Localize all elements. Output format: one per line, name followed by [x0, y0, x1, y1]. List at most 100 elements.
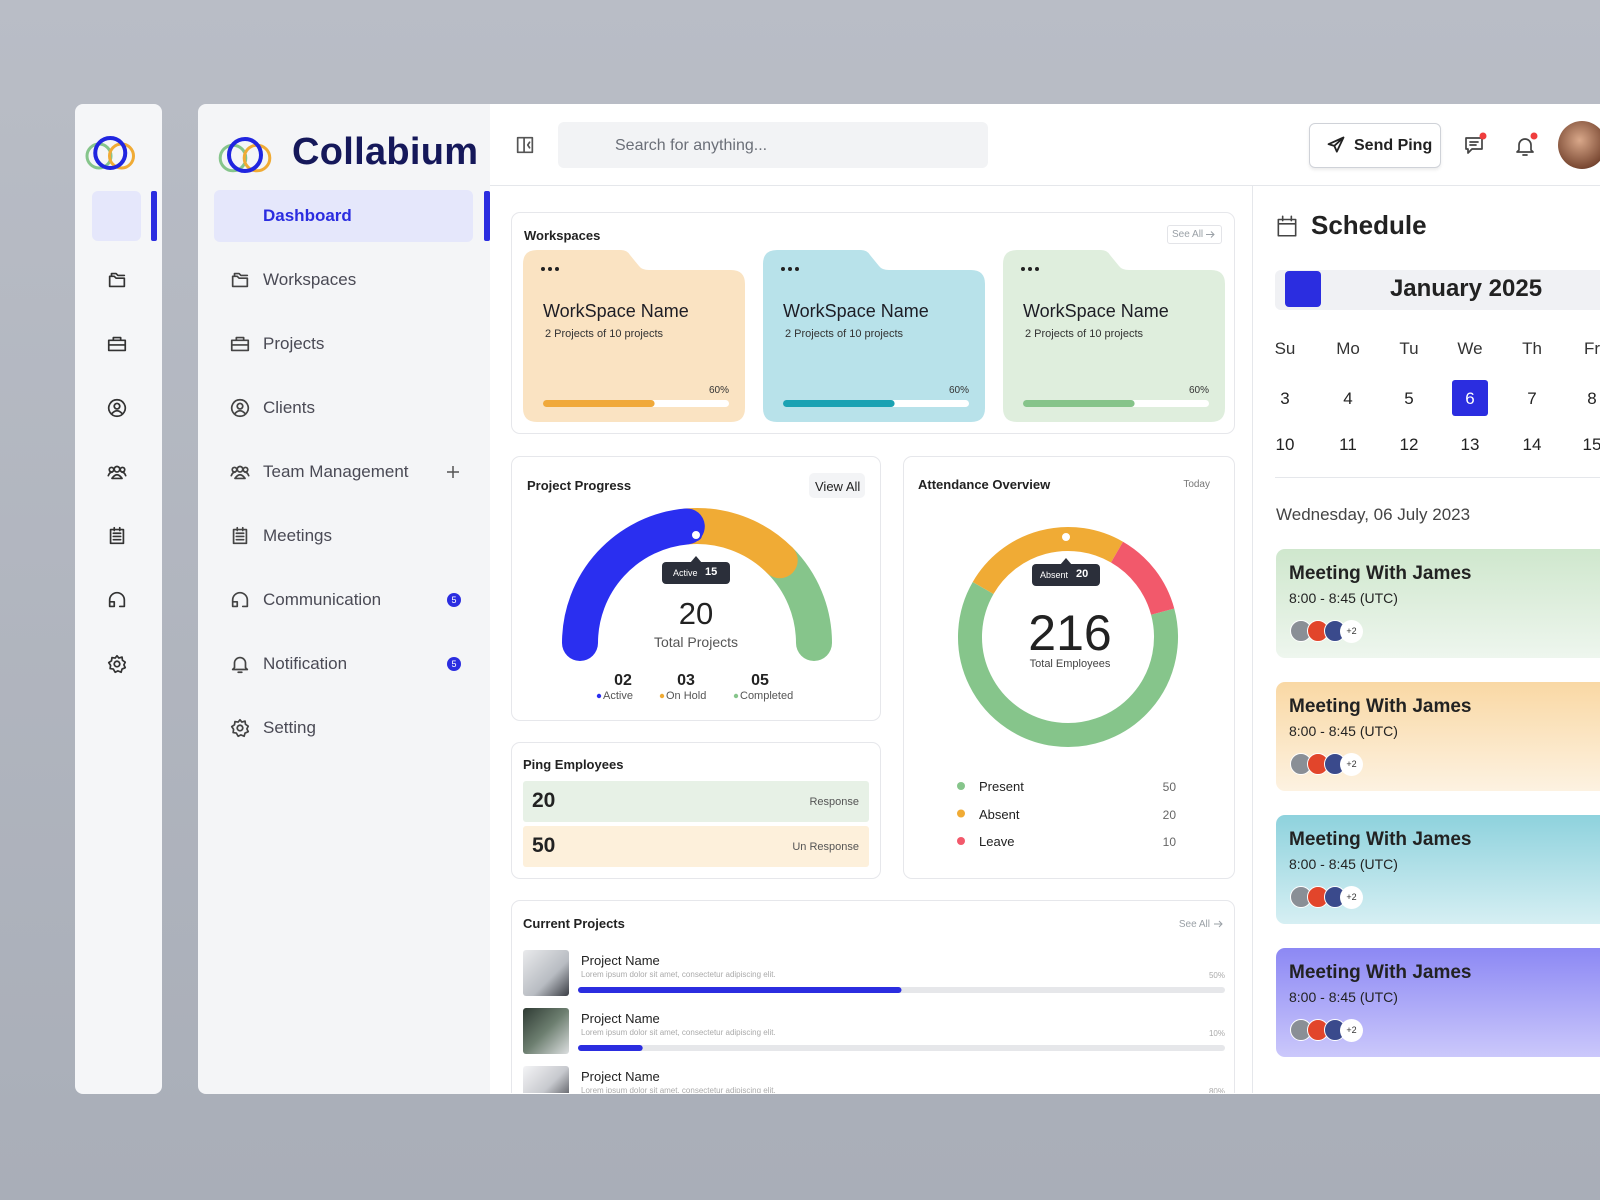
weekday: Th — [1522, 339, 1542, 358]
logo-ring — [227, 137, 263, 173]
progress-bar — [578, 1103, 1096, 1109]
icon — [107, 398, 127, 418]
section-title: Project Progress — [527, 478, 632, 493]
project-name: Project Name — [581, 1011, 660, 1026]
weekday: Su — [1274, 339, 1296, 358]
day[interactable]: 6 — [1465, 389, 1475, 408]
icon — [516, 136, 534, 154]
nav-item[interactable]: Dashboard — [214, 190, 473, 242]
user-avatar[interactable] — [1558, 121, 1600, 169]
nav-item[interactable]: Projects — [214, 318, 473, 370]
search-box[interactable] — [558, 122, 988, 168]
section-title: Workspaces — [524, 228, 601, 243]
day[interactable]: 3 — [1280, 389, 1290, 408]
day[interactable]: 13 — [1460, 435, 1480, 454]
stat-value: 02 — [614, 672, 632, 689]
day[interactable]: 14 — [1522, 435, 1542, 454]
nav-item[interactable]: Clients — [214, 382, 473, 434]
day[interactable]: 4 — [1343, 389, 1353, 408]
workspace-progress-label: 60% — [948, 385, 969, 396]
icon — [107, 336, 127, 352]
total-value: 216 — [1028, 605, 1112, 661]
nav-item[interactable]: Team Management — [214, 446, 473, 498]
nav-item[interactable]: Communication — [214, 574, 473, 626]
project-description: Lorem ipsum dolor sit amet, consectetur … — [581, 1086, 776, 1095]
more-attendees: +2 — [1340, 1019, 1363, 1042]
workspace-name: WorkSpace Name — [783, 301, 929, 321]
legend-value: 50 — [1162, 780, 1176, 794]
date-heading: Wednesday, 06 July 2023 — [1276, 505, 1471, 524]
logo-ring — [108, 142, 135, 170]
day[interactable]: 5 — [1404, 389, 1414, 408]
tooltip-label: Absent — [1040, 570, 1069, 580]
send-ping-button[interactable] — [1309, 123, 1441, 168]
total-label: Total Projects — [653, 634, 739, 650]
meeting-time: 8:00 - 8:45 (UTC) — [1289, 723, 1398, 739]
see-all[interactable]: See All — [1167, 225, 1222, 244]
icon — [1465, 137, 1483, 154]
icon — [1516, 138, 1534, 156]
tooltip-value: 20 — [1076, 568, 1089, 580]
prev-month-button[interactable] — [1285, 271, 1321, 307]
meeting-title: Meeting With James — [1289, 962, 1472, 983]
day[interactable]: 12 — [1399, 435, 1419, 454]
project-thumbnail[interactable] — [523, 1066, 569, 1093]
see-all-label: See All — [1172, 229, 1204, 240]
ping-label: Response — [809, 796, 859, 808]
period: Today — [1183, 479, 1210, 490]
month-bar — [1275, 270, 1600, 310]
nav-item[interactable]: Workspaces — [214, 254, 473, 306]
stat-value: 03 — [677, 672, 695, 689]
unread-dot — [1530, 132, 1538, 140]
view-all-button[interactable]: View All — [809, 473, 865, 498]
rail-active-bg — [92, 191, 141, 241]
tooltip-label: Active — [673, 568, 698, 578]
ping-row[interactable] — [523, 781, 869, 822]
icon — [108, 591, 126, 608]
icon — [107, 465, 127, 480]
tooltip — [1032, 564, 1100, 586]
legend-value: 20 — [1162, 807, 1176, 822]
see-all-label[interactable]: See All — [1178, 919, 1210, 930]
nav-label: Workspaces — [263, 270, 357, 289]
logo-ring — [93, 136, 128, 170]
nav-item[interactable]: Notification — [214, 638, 473, 690]
schedule-divider — [1252, 186, 1253, 1093]
nav-label: Communication — [263, 590, 382, 609]
icon — [1277, 215, 1297, 237]
more-attendees: +2 — [1340, 753, 1363, 776]
day[interactable]: 11 — [1339, 435, 1357, 454]
workspace-subtitle: 2 Projects of 10 projects — [545, 328, 664, 340]
nav-item[interactable]: Meetings — [214, 510, 473, 562]
send-ping-label: Send Ping — [1354, 137, 1433, 154]
progress-track — [578, 1103, 1225, 1109]
project-thumbnail[interactable] — [523, 1008, 569, 1054]
meeting-title: Meeting With James — [1289, 829, 1472, 850]
day[interactable]: 15 — [1582, 435, 1600, 454]
day[interactable]: 7 — [1527, 389, 1537, 408]
day[interactable]: 10 — [1275, 435, 1295, 454]
section-title: Current Projects — [523, 916, 625, 931]
project-name: Project Name — [581, 953, 660, 968]
project-name: Project Name — [581, 1069, 660, 1084]
project-description: Lorem ipsum dolor sit amet, consectetur … — [581, 1028, 776, 1037]
unread-dot — [1479, 132, 1487, 140]
brand-name: Collabium — [292, 131, 479, 173]
nav-item[interactable]: Setting — [214, 702, 473, 754]
workspace-name: WorkSpace Name — [1023, 301, 1169, 321]
weekday: Tu — [1399, 339, 1419, 358]
nav-label: Projects — [263, 334, 325, 353]
nav-label: Notification — [263, 654, 348, 673]
day[interactable]: 8 — [1587, 389, 1597, 408]
ping-row[interactable] — [523, 826, 869, 867]
project-progress-label: 80% — [1208, 1087, 1225, 1096]
weekday: Mo — [1336, 339, 1360, 358]
project-thumbnail[interactable] — [523, 950, 569, 996]
legend-name: Absent — [979, 806, 1020, 822]
more-attendees: +2 — [1340, 620, 1363, 643]
workspace-name: WorkSpace Name — [543, 301, 689, 321]
meeting-title: Meeting With James — [1289, 696, 1472, 717]
stat-label: Active — [603, 690, 633, 702]
meeting-title: Meeting With James — [1289, 563, 1472, 584]
